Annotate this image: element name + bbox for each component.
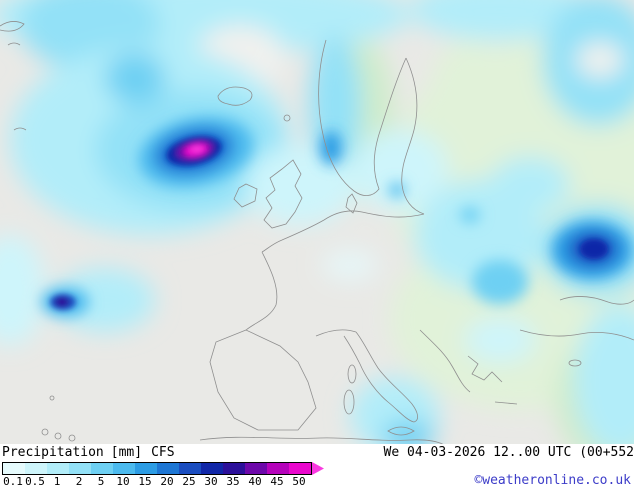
precip-core-layer — [50, 136, 608, 310]
coast-faroe — [283, 114, 291, 122]
legend-value: 25 — [182, 475, 196, 488]
coast-italy — [343, 331, 418, 423]
legend-segment — [3, 463, 25, 474]
coast-black-sea — [559, 296, 634, 305]
coast-iceland — [217, 86, 253, 106]
legend-segment — [245, 463, 267, 474]
legend-value: 40 — [248, 475, 262, 488]
legend-arrow — [312, 462, 324, 475]
legend-segment — [201, 463, 223, 474]
legend-segment — [267, 463, 289, 474]
parameter-label: Precipitation — [2, 445, 104, 460]
coast-sicily — [387, 426, 415, 436]
legend-value: 20 — [160, 475, 174, 488]
coast-biscay — [245, 251, 278, 331]
coast-madeira — [49, 395, 55, 401]
legend-bar — [2, 462, 312, 475]
legend-value: 1 — [53, 475, 61, 488]
legend-value: 35 — [226, 475, 240, 488]
copyright-text: ©weatheronline.co.uk — [474, 473, 631, 488]
legend-value: 50 — [292, 475, 306, 488]
coast-south-france — [315, 329, 357, 337]
legend-segment — [157, 463, 179, 474]
coast-ireland — [233, 183, 258, 208]
legend-segment — [135, 463, 157, 474]
legend-segment — [69, 463, 91, 474]
legend-value: 5 — [97, 475, 105, 488]
legend-value: 45 — [270, 475, 284, 488]
coast-denmark — [345, 193, 358, 214]
valid-datetime: We 04-03-2026 12..00 UTC (00+552 — [383, 445, 634, 460]
coast-turkey-south — [519, 329, 634, 341]
coast-baltic-finland — [401, 57, 425, 215]
coast-scandinavia — [318, 39, 407, 197]
map-title: Precipitation [mm] CFS — [2, 445, 175, 460]
unit-label: [mm] — [110, 445, 143, 460]
precipitation-map — [0, 0, 634, 444]
coast-crete — [494, 401, 518, 405]
legend-value: 0.1 — [3, 475, 23, 488]
legend-segment — [47, 463, 69, 474]
legend-value: 15 — [138, 475, 152, 488]
coast-north-africa — [199, 436, 444, 444]
map-footer: Precipitation [mm] CFS We 04-03-2026 12..0… — [0, 444, 634, 490]
legend-value: 10 — [116, 475, 130, 488]
model-label: CFS — [151, 445, 175, 460]
legend-value: 2 — [75, 475, 83, 488]
legend-segment — [179, 463, 201, 474]
legend-value: 30 — [204, 475, 218, 488]
legend-segment — [223, 463, 245, 474]
legend-segment — [113, 463, 135, 474]
coast-sardinia — [343, 389, 355, 415]
legend-row — [2, 462, 324, 475]
legend-segment — [25, 463, 47, 474]
coastline-layer — [0, 21, 634, 444]
coast-canary-2 — [54, 432, 62, 440]
coast-north-continent — [261, 210, 425, 253]
coast-iberia — [209, 329, 317, 431]
coast-adriatic-balkans — [419, 329, 471, 393]
legend-labels: 0.1 0.5 1 2 5 10 15 20 25 30 35 40 45 50 — [2, 475, 324, 488]
coast-great-britain — [263, 159, 303, 229]
coast-greenland-edge — [0, 21, 25, 32]
coast-canary-3 — [68, 434, 76, 442]
footer-top-row: Precipitation [mm] CFS We 04-03-2026 12..0… — [2, 444, 634, 460]
coast-canary-1 — [41, 428, 49, 436]
coast-cyprus — [568, 359, 582, 367]
coast-squiggle-1 — [7, 42, 21, 46]
coast-squiggle-2 — [13, 127, 27, 131]
legend-segment — [289, 463, 311, 474]
legend-segment — [91, 463, 113, 474]
coast-greece — [467, 355, 503, 383]
legend-value: 0.5 — [25, 475, 45, 488]
precipitation-legend: 0.1 0.5 1 2 5 10 15 20 25 30 35 40 45 50 — [2, 462, 324, 488]
coast-corsica — [347, 364, 357, 384]
